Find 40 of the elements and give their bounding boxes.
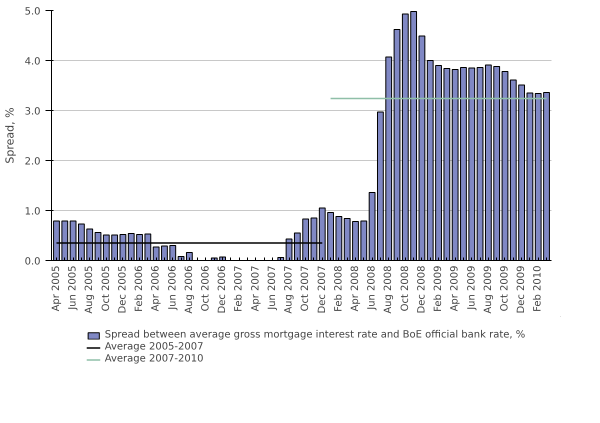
x-tick-label: Dec 2005 (117, 265, 128, 314)
x-tick-label: Aug 2008 (383, 266, 394, 314)
x-tick-label: Dec 2009 (516, 265, 528, 314)
x-tick-label: Oct 2009 (499, 265, 510, 312)
x-tick-label: Apr 2005 (50, 265, 62, 312)
y-axis-title: Spread, % (4, 107, 17, 164)
x-tick-label: Aug 2009 (482, 266, 494, 314)
y-tick-label: 3.0 (24, 106, 41, 118)
x-tick-label: Apr 2006 (150, 265, 162, 312)
x-tick-label: Jun 2009 (466, 265, 478, 311)
x-tick-label: Oct 2006 (200, 265, 212, 312)
legend-label: Spread between average gross mortgage interest rate and BoE official bank rate, % (104, 330, 526, 340)
x-tick-label: Feb 2007 (234, 265, 245, 312)
x-tick-label: Apr 2007 (250, 265, 262, 312)
y-tick-label: 0.0 (24, 256, 41, 268)
x-tick-label: Jun 2006 (167, 265, 178, 311)
x-tick-label: Dec 2008 (416, 265, 428, 314)
x-tick-label: Oct 2005 (100, 265, 112, 312)
x-tick-label: Oct 2008 (400, 265, 411, 312)
x-tick-label: Dec 2007 (316, 265, 328, 314)
y-tick-label: 1.0 (24, 206, 41, 218)
x-tick-label: Apr 2009 (450, 265, 461, 312)
x-tick-label: Jun 2007 (266, 265, 278, 311)
x-tick-label: Oct 2007 (300, 265, 312, 312)
legend-label: Average 2005-2007 (104, 342, 204, 352)
x-tick-label: Apr 2008 (350, 265, 361, 312)
y-tick-label: 4.0 (24, 56, 41, 68)
x-tick-label: Jun 2005 (68, 265, 79, 311)
legend-label: Average 2007-2010 (104, 354, 204, 364)
x-tick-label: Feb 2008 (333, 265, 344, 312)
x-tick-label: Aug 2006 (184, 266, 195, 314)
x-tick-label: Jun 2008 (366, 265, 378, 311)
x-tick-label: Dec 2006 (217, 265, 228, 314)
y-tick-label: 2.0 (24, 156, 41, 168)
x-tick-label: Aug 2007 (284, 266, 295, 314)
x-tick-label: Feb 2006 (134, 265, 146, 312)
x-tick-label: Aug 2005 (84, 266, 96, 314)
x-tick-label: Feb 2009 (433, 265, 444, 312)
x-tick-label: Feb 2010 (532, 265, 544, 312)
y-tick-label: 5.0 (24, 6, 41, 18)
